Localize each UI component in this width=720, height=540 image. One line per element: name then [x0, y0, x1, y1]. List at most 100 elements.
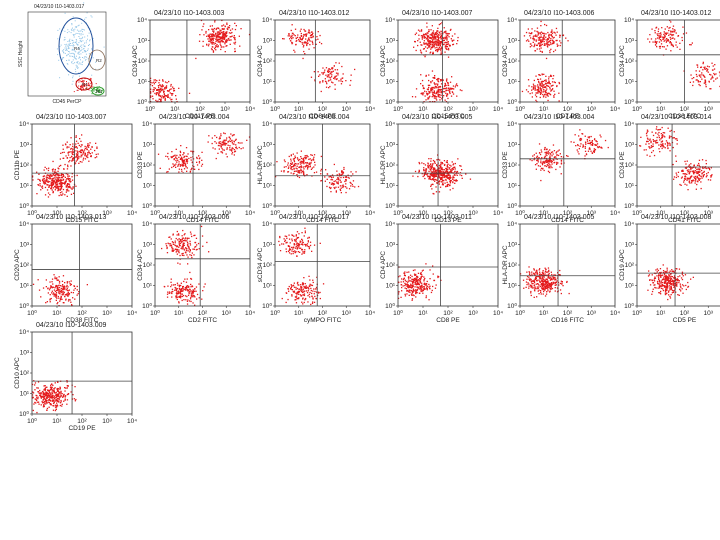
- event-dot: [443, 39, 445, 42]
- panel-title: 04/23/10 I10-1403.004: [279, 114, 350, 121]
- event-dot: [545, 80, 547, 82]
- event-dot: [204, 283, 206, 285]
- y-axis-label: CD34 APC: [502, 45, 509, 77]
- event-dot: [96, 88, 98, 89]
- event-dot: [424, 169, 426, 171]
- event-dot: [447, 97, 449, 100]
- event-dot: [303, 28, 305, 31]
- event-dot: [187, 294, 190, 296]
- event-dot: [182, 165, 185, 167]
- event-dot: [43, 169, 45, 171]
- event-dot: [50, 183, 52, 185]
- event-dot: [55, 181, 57, 184]
- event-dot: [164, 99, 166, 101]
- event-dot: [427, 176, 429, 178]
- event-dot: [74, 150, 76, 152]
- event-dot: [713, 72, 715, 75]
- event-dot: [427, 38, 429, 40]
- event-dot: [164, 81, 167, 83]
- event-dot: [658, 144, 660, 146]
- event-dot: [84, 78, 86, 80]
- event-dot: [61, 291, 63, 293]
- event-dot: [320, 180, 322, 182]
- event-dot: [309, 44, 311, 46]
- event-dot: [213, 27, 216, 30]
- event-dot: [211, 142, 213, 145]
- event-dot: [221, 25, 223, 27]
- y-tick-label: 10³: [386, 142, 396, 149]
- event-dot: [428, 158, 430, 160]
- event-dot: [153, 87, 155, 89]
- event-dot: [533, 157, 536, 159]
- event-dot: [216, 44, 218, 46]
- event-dot: [180, 282, 182, 284]
- event-dot: [419, 30, 421, 32]
- event-dot: [191, 150, 194, 153]
- event-dot: [292, 153, 294, 155]
- event-dot: [535, 75, 537, 77]
- event-dot: [711, 75, 714, 77]
- event-dot: [79, 151, 82, 154]
- event-dot: [220, 33, 222, 35]
- event-dot: [432, 35, 434, 37]
- event-dot: [299, 37, 301, 39]
- event-dot: [49, 287, 51, 289]
- event-dot: [438, 164, 441, 167]
- event-dot: [287, 167, 290, 169]
- event-dot: [449, 91, 451, 93]
- event-dot: [432, 86, 434, 89]
- event-dot: [304, 30, 306, 32]
- event-dot: [194, 296, 196, 298]
- event-dot: [191, 295, 193, 297]
- y-axis-label: CD20 APC: [14, 249, 21, 281]
- event-dot: [425, 42, 427, 44]
- event-dot: [533, 44, 536, 47]
- event-dot: [436, 99, 438, 101]
- event-dot: [696, 168, 698, 171]
- event-dot: [234, 37, 236, 39]
- event-dot: [72, 149, 74, 151]
- event-dot: [86, 146, 88, 148]
- event-dot: [57, 170, 59, 172]
- event-dot: [66, 281, 68, 283]
- event-dot: [325, 67, 328, 69]
- event-dot: [63, 302, 65, 304]
- event-dot: [646, 131, 648, 133]
- event-dot: [179, 242, 182, 245]
- event-dot: [184, 233, 186, 235]
- event-dot: [172, 247, 174, 250]
- event-dot: [81, 144, 83, 146]
- event-dot: [195, 286, 198, 288]
- event-dot: [551, 85, 553, 87]
- event-dot: [62, 57, 63, 59]
- event-dot: [651, 151, 653, 154]
- event-dot: [81, 37, 83, 39]
- event-dot: [659, 139, 661, 141]
- event-dot: [152, 90, 154, 93]
- event-dot: [174, 248, 177, 250]
- event-dot: [322, 72, 325, 74]
- event-dot: [76, 42, 78, 44]
- event-dot: [445, 92, 447, 94]
- x-tick-label: 10³: [102, 210, 112, 217]
- event-dot: [183, 280, 185, 283]
- event-dot: [227, 141, 229, 143]
- event-dot: [74, 50, 76, 52]
- event-dot: [63, 51, 65, 53]
- event-dot: [588, 148, 590, 150]
- event-dot: [426, 37, 428, 39]
- event-dot: [196, 157, 198, 160]
- event-dot: [98, 91, 100, 93]
- event-dot: [547, 41, 550, 43]
- event-dot: [67, 46, 69, 48]
- event-dot: [77, 33, 79, 34]
- event-dot: [56, 185, 58, 188]
- y-axis-label: CD33 PE: [137, 151, 144, 179]
- event-dot: [210, 42, 212, 44]
- event-dot: [170, 292, 172, 294]
- event-dot: [697, 66, 699, 68]
